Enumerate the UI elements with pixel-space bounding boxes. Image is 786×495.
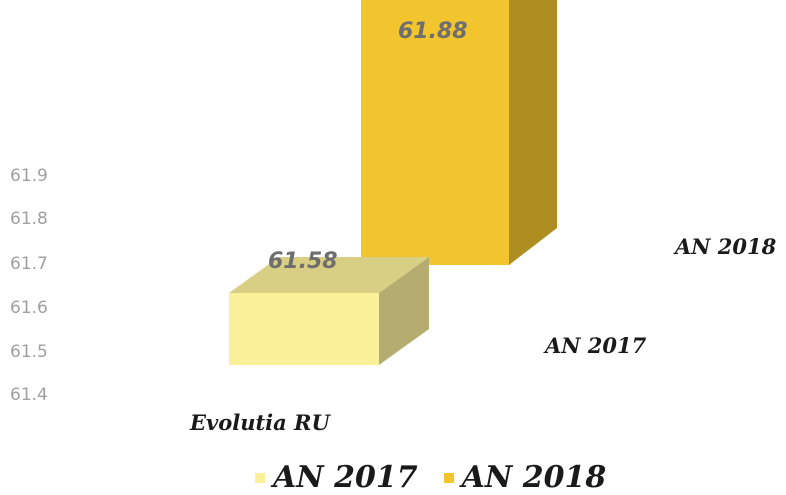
legend-label-an-2018: AN 2018 bbox=[461, 460, 607, 495]
y-tick-label: 61.7 bbox=[10, 254, 48, 274]
data-label-an-2017: 61.58 bbox=[268, 249, 338, 274]
x-category-label: Evolutia RU bbox=[190, 410, 330, 435]
y-tick-label: 61.6 bbox=[10, 298, 48, 318]
legend-swatch-an-2017 bbox=[255, 472, 265, 483]
legend-swatch-an-2018 bbox=[443, 472, 454, 483]
legend-label-an-2017: AN 2017 bbox=[273, 460, 418, 495]
bar-group bbox=[229, 0, 557, 365]
bar-side-an-2018 bbox=[509, 0, 557, 265]
y-tick-label: 61.5 bbox=[10, 342, 48, 362]
legend: AN 2017 AN 2018 bbox=[255, 460, 632, 495]
depth-axis-label-an-2018: AN 2018 bbox=[675, 234, 777, 259]
y-tick-label: 61.9 bbox=[10, 166, 48, 186]
data-label-an-2018: 61.88 bbox=[398, 19, 468, 44]
legend-item-an-2017: AN 2017 bbox=[255, 460, 418, 495]
legend-item-an-2018: AN 2018 bbox=[443, 460, 607, 495]
bar-top-an-2017 bbox=[229, 257, 429, 293]
bar-front-an-2018 bbox=[361, 0, 509, 265]
y-tick-label: 61.4 bbox=[10, 385, 48, 405]
y-tick-label: 61.8 bbox=[10, 209, 48, 229]
bar-front-an-2017 bbox=[229, 293, 379, 365]
depth-axis-label-an-2017: AN 2017 bbox=[545, 333, 647, 358]
